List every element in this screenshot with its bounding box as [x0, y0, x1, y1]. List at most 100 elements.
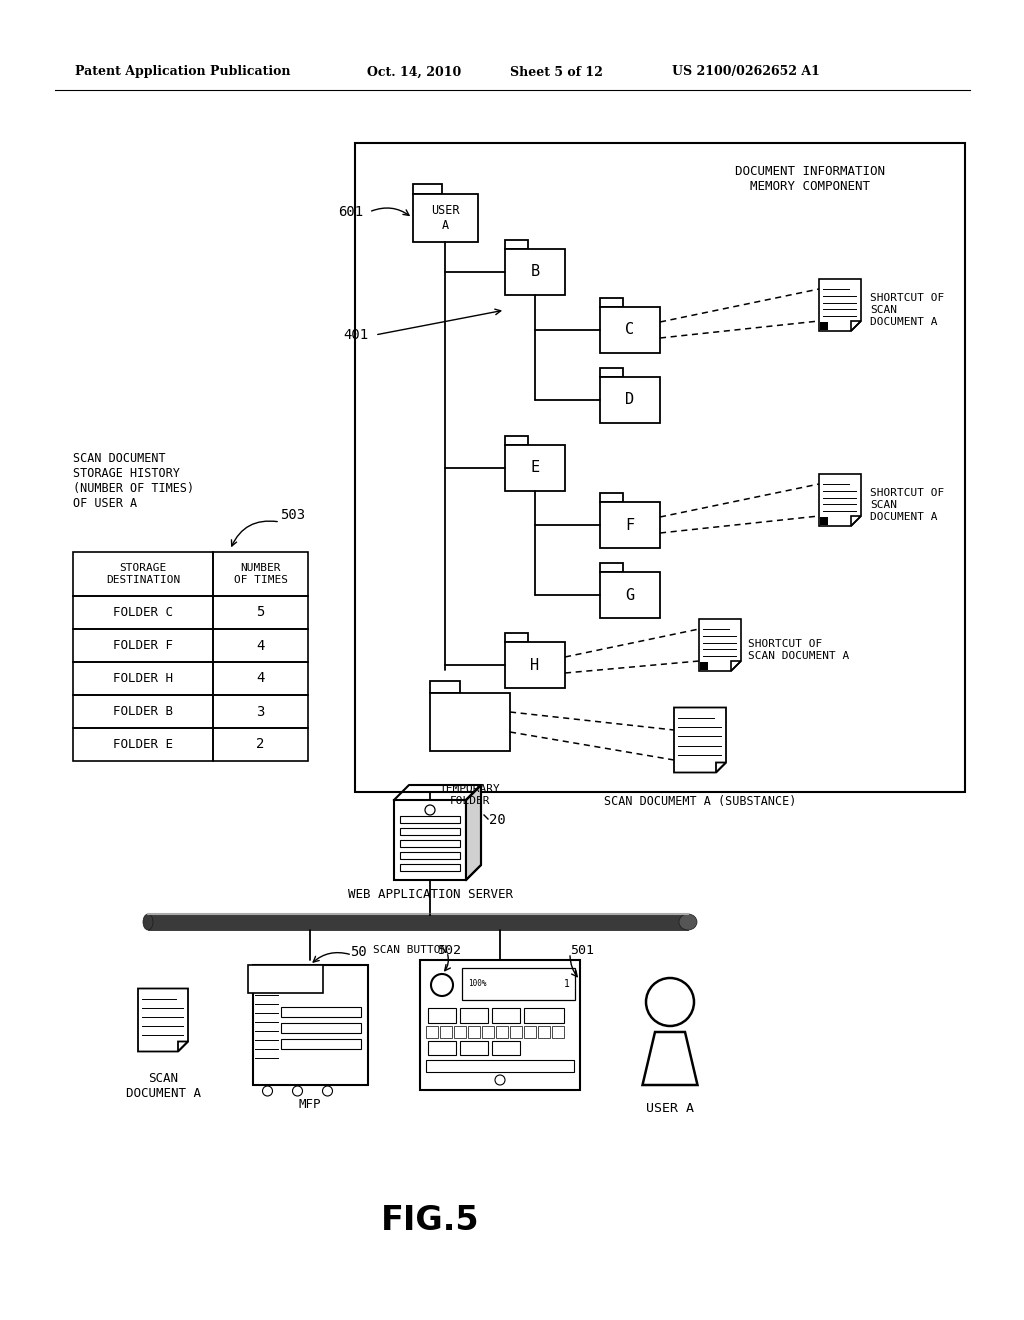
Polygon shape — [600, 492, 623, 502]
Polygon shape — [600, 308, 660, 352]
Text: TEMPORARY
FOLDER: TEMPORARY FOLDER — [439, 784, 501, 805]
Text: FOLDER H: FOLDER H — [113, 672, 173, 685]
Bar — [524, 1008, 564, 1023]
Text: 2: 2 — [256, 738, 264, 751]
Polygon shape — [600, 572, 660, 618]
Bar — [400, 828, 460, 836]
Text: NUMBER
OF TIMES: NUMBER OF TIMES — [233, 564, 288, 585]
Bar — [73, 552, 213, 597]
Text: F: F — [626, 517, 635, 532]
Text: SCAN DOCUMEMT A (SUBSTANCE): SCAN DOCUMEMT A (SUBSTANCE) — [604, 795, 797, 808]
Polygon shape — [430, 681, 460, 693]
Polygon shape — [600, 378, 660, 422]
Text: C: C — [626, 322, 635, 338]
Text: 5: 5 — [256, 606, 264, 619]
Bar — [454, 1026, 466, 1038]
Bar — [213, 729, 308, 762]
Text: MFP: MFP — [299, 1098, 322, 1111]
Text: B: B — [530, 264, 540, 280]
Text: WEB APPLICATION SERVER: WEB APPLICATION SERVER — [347, 888, 512, 902]
Text: 50: 50 — [350, 945, 367, 960]
Bar — [400, 865, 460, 871]
Text: SCAN DOCUMENT
STORAGE HISTORY
(NUMBER OF TIMES)
OF USER A: SCAN DOCUMENT STORAGE HISTORY (NUMBER OF… — [73, 451, 195, 510]
Bar — [460, 1008, 488, 1023]
Bar — [73, 630, 213, 663]
Bar — [281, 1039, 360, 1049]
Text: D: D — [626, 392, 635, 408]
Bar — [413, 194, 477, 242]
Bar — [426, 1026, 438, 1038]
Bar — [394, 800, 466, 880]
Polygon shape — [505, 249, 565, 294]
Text: SCAN BUTTON: SCAN BUTTON — [373, 945, 447, 954]
Polygon shape — [505, 436, 527, 445]
Bar — [213, 597, 308, 630]
Bar — [253, 965, 368, 1085]
Bar — [73, 663, 213, 696]
Text: 503: 503 — [280, 508, 305, 521]
Polygon shape — [505, 445, 565, 491]
Bar — [355, 143, 965, 792]
Polygon shape — [600, 502, 660, 548]
Text: DOCUMENT INFORMATION
MEMORY COMPONENT: DOCUMENT INFORMATION MEMORY COMPONENT — [735, 165, 885, 193]
Bar — [400, 816, 460, 822]
Bar — [524, 1026, 536, 1038]
Bar — [460, 1041, 488, 1055]
Bar — [468, 1026, 480, 1038]
Text: 601: 601 — [338, 205, 362, 219]
Bar — [510, 1026, 522, 1038]
Bar — [73, 597, 213, 630]
Text: E: E — [530, 461, 540, 475]
Polygon shape — [413, 183, 441, 194]
Polygon shape — [600, 562, 623, 572]
Polygon shape — [819, 474, 861, 525]
Bar — [73, 696, 213, 729]
Text: 502: 502 — [437, 944, 461, 957]
Text: USER A: USER A — [646, 1101, 694, 1114]
Text: 20: 20 — [489, 813, 506, 828]
Text: STORAGE
DESTINATION: STORAGE DESTINATION — [105, 564, 180, 585]
Polygon shape — [505, 632, 527, 642]
Bar — [428, 1008, 456, 1023]
Bar — [213, 630, 308, 663]
Circle shape — [431, 974, 453, 997]
Bar — [820, 322, 828, 330]
Text: FIG.5: FIG.5 — [381, 1204, 479, 1237]
Text: FOLDER E: FOLDER E — [113, 738, 173, 751]
Text: USER
A: USER A — [431, 205, 459, 232]
Text: SHORTCUT OF
SCAN
DOCUMENT A: SHORTCUT OF SCAN DOCUMENT A — [870, 293, 944, 326]
Text: SCAN
DOCUMENT A: SCAN DOCUMENT A — [126, 1072, 201, 1100]
Ellipse shape — [143, 913, 153, 931]
Polygon shape — [466, 785, 481, 880]
Polygon shape — [600, 298, 623, 308]
Bar — [700, 663, 708, 671]
Bar — [213, 552, 308, 597]
Bar — [400, 851, 460, 859]
Text: FOLDER C: FOLDER C — [113, 606, 173, 619]
Bar — [538, 1026, 550, 1038]
Bar — [492, 1041, 520, 1055]
Bar — [148, 913, 688, 931]
Polygon shape — [600, 368, 623, 378]
Text: 401: 401 — [343, 327, 368, 342]
Bar — [426, 1060, 574, 1072]
Text: 1: 1 — [564, 979, 570, 989]
Text: 501: 501 — [570, 944, 594, 957]
Polygon shape — [819, 279, 861, 331]
Text: Oct. 14, 2010: Oct. 14, 2010 — [367, 66, 461, 78]
Bar — [820, 517, 828, 525]
Text: Patent Application Publication: Patent Application Publication — [75, 66, 291, 78]
Text: 100%: 100% — [468, 979, 486, 989]
Text: US 2100/0262652 A1: US 2100/0262652 A1 — [672, 66, 820, 78]
Bar — [430, 693, 510, 751]
Bar — [400, 840, 460, 847]
Text: Sheet 5 of 12: Sheet 5 of 12 — [510, 66, 603, 78]
Text: G: G — [626, 587, 635, 602]
Text: H: H — [530, 657, 540, 672]
Polygon shape — [674, 708, 726, 772]
Bar — [248, 965, 323, 993]
Polygon shape — [505, 642, 565, 688]
Polygon shape — [642, 1032, 697, 1085]
Bar — [552, 1026, 564, 1038]
Text: SHORTCUT OF
SCAN
DOCUMENT A: SHORTCUT OF SCAN DOCUMENT A — [870, 488, 944, 521]
